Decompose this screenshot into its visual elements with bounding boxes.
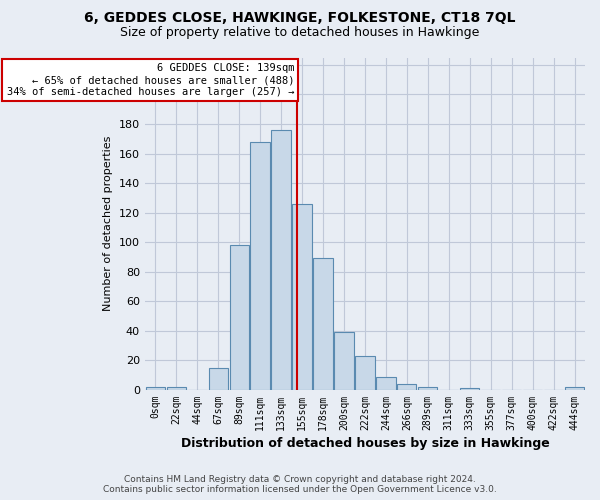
- Text: Size of property relative to detached houses in Hawkinge: Size of property relative to detached ho…: [121, 26, 479, 39]
- Bar: [460, 388, 479, 390]
- X-axis label: Distribution of detached houses by size in Hawkinge: Distribution of detached houses by size …: [181, 437, 549, 450]
- Bar: [397, 384, 416, 390]
- Bar: [565, 387, 584, 390]
- Bar: [271, 130, 291, 390]
- Bar: [313, 258, 332, 390]
- Bar: [167, 387, 186, 390]
- Bar: [376, 376, 395, 390]
- Bar: [230, 245, 249, 390]
- Bar: [292, 204, 311, 390]
- Text: Contains HM Land Registry data © Crown copyright and database right 2024.
Contai: Contains HM Land Registry data © Crown c…: [103, 474, 497, 494]
- Text: 6 GEDDES CLOSE: 139sqm
← 65% of detached houses are smaller (488)
34% of semi-de: 6 GEDDES CLOSE: 139sqm ← 65% of detached…: [7, 64, 294, 96]
- Bar: [250, 142, 270, 390]
- Y-axis label: Number of detached properties: Number of detached properties: [103, 136, 113, 312]
- Bar: [209, 368, 228, 390]
- Bar: [418, 387, 437, 390]
- Bar: [146, 387, 165, 390]
- Bar: [334, 332, 353, 390]
- Text: 6, GEDDES CLOSE, HAWKINGE, FOLKESTONE, CT18 7QL: 6, GEDDES CLOSE, HAWKINGE, FOLKESTONE, C…: [84, 12, 516, 26]
- Bar: [355, 356, 374, 390]
